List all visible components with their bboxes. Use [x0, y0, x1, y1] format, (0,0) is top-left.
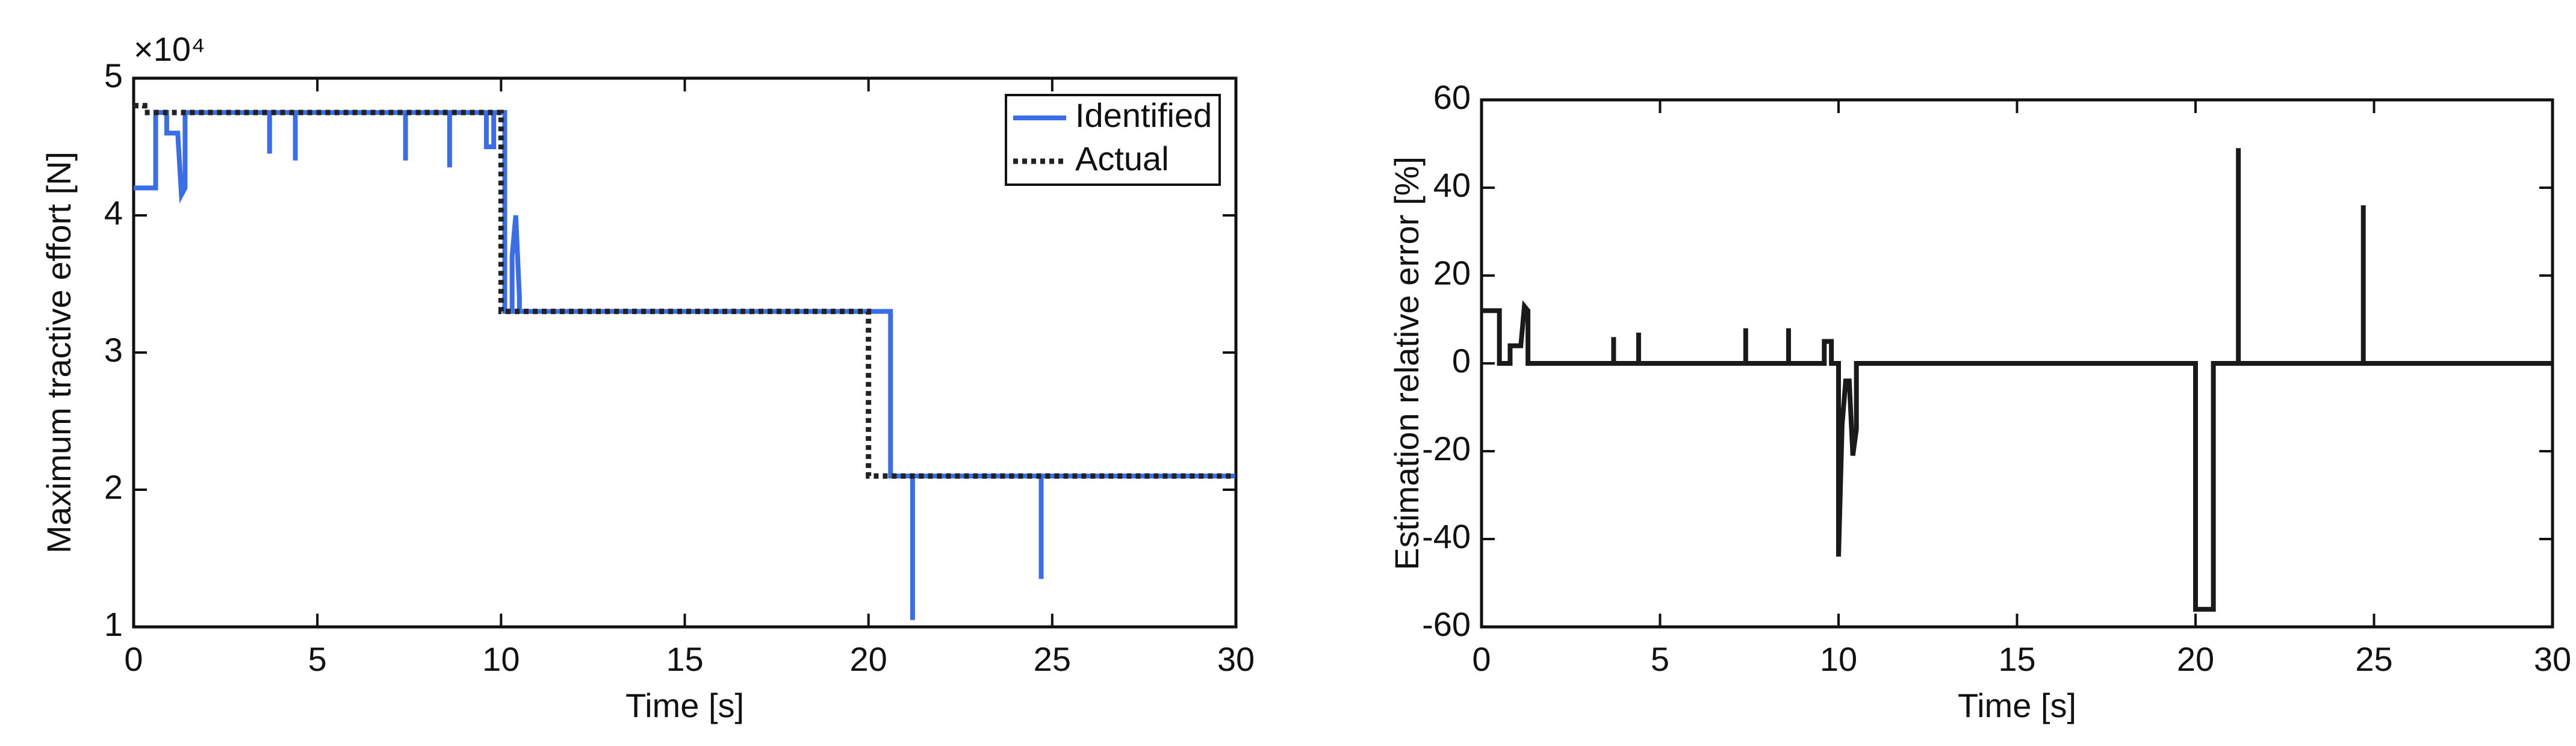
legend-label: Identified — [1075, 96, 1212, 134]
x-tick-label: 15 — [1998, 640, 2035, 678]
y-tick-label: -40 — [1422, 517, 1471, 555]
y-tick-label: 20 — [1433, 254, 1471, 292]
x-axis-label: Time [s] — [1958, 686, 2076, 724]
x-axis-label: Time [s] — [625, 686, 744, 724]
y-axis-label: Estimation relative error [%] — [1388, 156, 1426, 570]
y-tick-label: 5 — [104, 57, 123, 94]
x-tick-label: 10 — [1820, 640, 1857, 678]
series-line — [1482, 148, 2553, 612]
x-tick-label: 25 — [2355, 640, 2392, 678]
y-tick-label: 3 — [104, 331, 123, 369]
y-tick-label: 1 — [104, 605, 123, 643]
x-tick-label: 15 — [666, 640, 703, 678]
y-tick-label: 60 — [1433, 78, 1471, 116]
x-tick-label: 30 — [2534, 640, 2571, 678]
plot: 0 5 10 15 20 25 30 1 2 3 4 5 ×10⁴ Time [s] Maximum tra… — [40, 30, 1255, 724]
series-line — [134, 103, 1236, 479]
x-tick-label: 10 — [482, 640, 520, 678]
y-tick-label: 0 — [1452, 342, 1471, 380]
legend-box — [1005, 94, 1221, 186]
series-line — [134, 110, 1236, 620]
legend-label: Actual — [1075, 140, 1169, 177]
x-tick-label: 5 — [1651, 640, 1669, 678]
y-tick-label: 40 — [1433, 166, 1471, 204]
x-tick-label: 20 — [850, 640, 887, 678]
y-tick-label: 4 — [104, 194, 123, 232]
plot: 0 5 10 15 20 25 30 -60 -40 -20 0 20 40 60 Time [s] Esti… — [1388, 78, 2571, 724]
x-tick-label: 0 — [124, 640, 143, 678]
x-tick-label: 25 — [1034, 640, 1071, 678]
y-tick-label: -60 — [1422, 605, 1471, 643]
y-tick-label: 2 — [104, 468, 123, 506]
x-tick-label: 0 — [1472, 640, 1491, 678]
x-tick-label: 5 — [308, 640, 327, 678]
y-tick-label: -20 — [1422, 430, 1471, 467]
x-tick-label: 30 — [1217, 640, 1255, 678]
x-tick-label: 20 — [2177, 640, 2214, 678]
y-scale-label: ×10⁴ — [134, 30, 205, 68]
y-axis-label: Maximum tractive effort [N] — [40, 152, 78, 553]
